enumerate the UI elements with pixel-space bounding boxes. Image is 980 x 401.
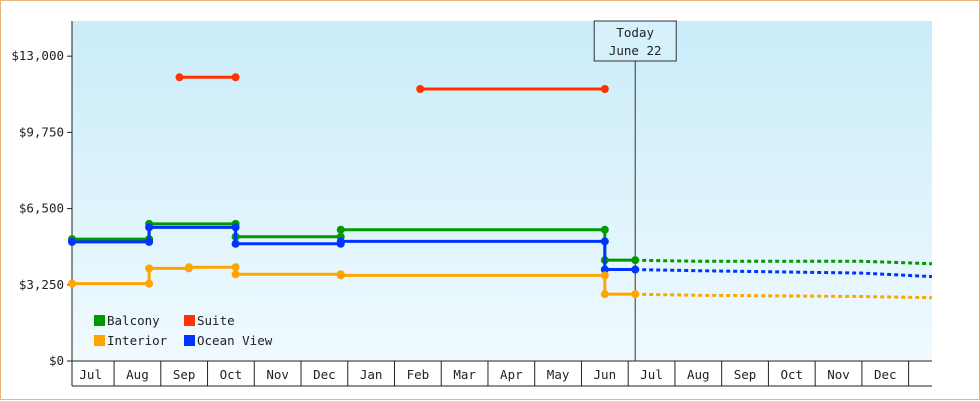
series-ocean-view-point [336, 237, 345, 246]
x-tick-label: Nov [266, 367, 289, 382]
x-tick-label: Dec [874, 367, 897, 382]
y-tick-label: $13,000 [11, 48, 64, 63]
series-interior-point [145, 279, 154, 288]
series-interior-point [600, 290, 609, 299]
x-tick-label: Aug [687, 367, 710, 382]
series-ocean-view-point [145, 223, 154, 232]
series-suite-point [175, 73, 184, 82]
series-balcony-point [600, 225, 609, 234]
series-interior-point [231, 263, 240, 272]
series-ocean-view-point [600, 237, 609, 246]
series-suite-point [600, 85, 609, 93]
y-tick-label: $0 [49, 353, 64, 368]
series-suite-point [231, 73, 240, 82]
y-tick-label: $6,500 [19, 201, 64, 216]
series-suite [175, 73, 609, 93]
x-tick-label: Feb [407, 367, 430, 382]
y-tick-label: $9,750 [19, 124, 64, 139]
legend-label-balcony: Balcony [107, 313, 160, 328]
x-tick-label: Oct [780, 367, 803, 382]
legend-swatch-suite [184, 315, 195, 326]
x-tick-label: Jan [360, 367, 383, 382]
x-tick-label: Jul [640, 367, 663, 382]
series-ocean-view-point [68, 237, 76, 246]
legend-swatch-ocean-view [184, 335, 195, 346]
x-tick-label: Jul [79, 367, 102, 382]
legend-swatch-interior [94, 335, 105, 346]
x-tick-label: Nov [827, 367, 850, 382]
legend-label-suite: Suite [197, 313, 235, 328]
x-tick-label: Sep [173, 367, 196, 382]
x-tick-label: Aug [126, 367, 149, 382]
series-interior-forecast [635, 292, 933, 300]
series-interior-point [231, 270, 240, 279]
series-interior-point [184, 263, 193, 272]
today-label: Today [616, 25, 654, 40]
series-ocean-view-point [145, 237, 154, 246]
x-tick-label: Oct [220, 367, 243, 382]
x-tick-label: Sep [734, 367, 757, 382]
series-interior [68, 263, 933, 300]
series-interior-point [145, 264, 154, 273]
legend-swatch-balcony [94, 315, 105, 326]
series-interior-point [68, 279, 76, 288]
series-balcony-point [336, 225, 345, 234]
series-interior-point [600, 271, 609, 280]
series-ocean-view-forecast [635, 268, 933, 279]
today-box [593, 20, 677, 62]
x-tick-label: Mar [453, 367, 476, 382]
plot-background [72, 21, 932, 361]
series-interior-point [336, 271, 345, 280]
series-ocean-view-point [231, 223, 240, 232]
x-tick-label: Dec [313, 367, 336, 382]
legend-label-interior: Interior [107, 333, 168, 348]
series-ocean-view-point [231, 239, 240, 248]
y-tick-label: $3,250 [19, 277, 64, 292]
x-tick-label: May [547, 367, 570, 382]
series-balcony-forecast [635, 258, 933, 266]
legend-label-ocean-view: Ocean View [197, 333, 273, 348]
series-suite-point [416, 85, 425, 93]
series-ocean-view-point [600, 265, 609, 274]
today-date: June 22 [609, 43, 662, 58]
x-tick-label: Apr [500, 367, 523, 382]
x-tick-label: Jun [594, 367, 617, 382]
series-ocean-view [68, 223, 933, 279]
